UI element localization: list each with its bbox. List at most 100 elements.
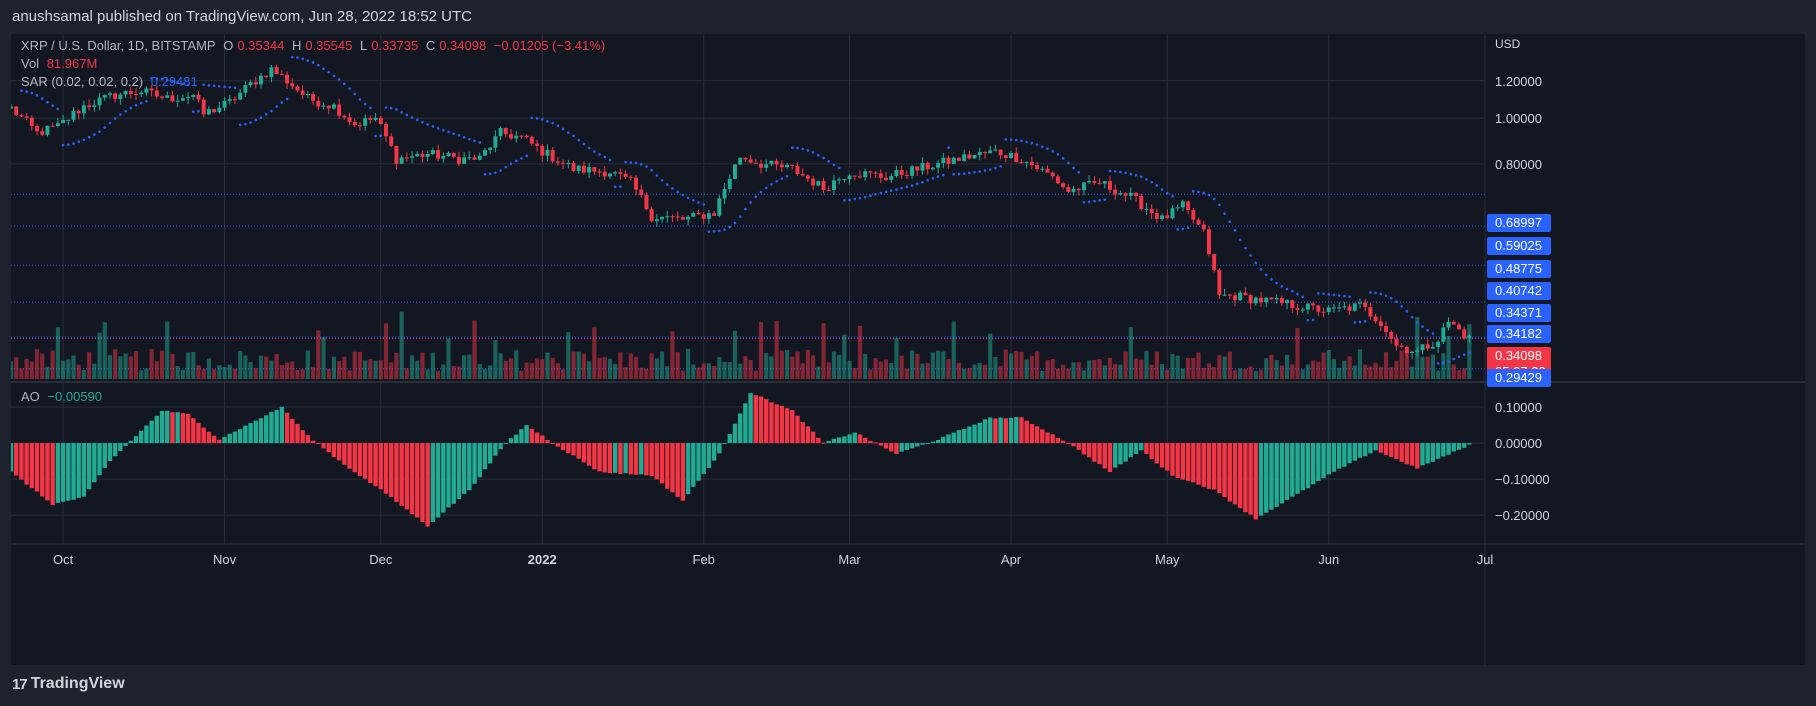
candle-body [1430, 346, 1435, 349]
volume-bar [607, 358, 613, 379]
candle [66, 119, 71, 126]
sar-dot [93, 133, 96, 136]
ao-bar [159, 410, 165, 444]
ao-bar [399, 443, 404, 506]
candle-body [1191, 209, 1196, 220]
chart-frame[interactable]: 1.20000 1.00000 0.80000 0.10000 0.00000 −0.10… [11, 34, 1805, 665]
volume-bar [1113, 364, 1118, 379]
sar-dot [202, 83, 206, 87]
ao-bar [1019, 417, 1024, 444]
sar-dot [832, 163, 836, 167]
candle-body [191, 94, 196, 97]
candle-body [238, 92, 243, 100]
ao-value: −0.00590 [47, 389, 103, 404]
ao-bar [993, 418, 998, 444]
candle [1253, 296, 1258, 306]
candle-body [180, 98, 185, 101]
candle-body [1071, 188, 1076, 192]
sar-legend: SAR (0.02, 0.02, 0.2) 0.29481 [21, 74, 202, 89]
volume-bar [55, 327, 60, 379]
candle-body [1321, 311, 1326, 313]
sar-dot [1119, 170, 1122, 174]
volume-bar [738, 363, 743, 379]
candle-body [722, 188, 727, 199]
ao-bar [863, 437, 868, 444]
ao-bar [555, 443, 561, 447]
ao-bar [170, 412, 175, 444]
candle-body [1415, 350, 1420, 352]
candle-body [71, 111, 76, 120]
ao-bar [217, 439, 222, 444]
candle [1363, 298, 1368, 312]
volume-bar [831, 351, 837, 379]
chart-canvas[interactable]: 1.20000 1.00000 0.80000 0.10000 0.00000 −0.10… [11, 34, 1805, 665]
sar-value: 0.29481 [150, 74, 198, 89]
ao-bar [1076, 443, 1081, 450]
candle [1305, 303, 1310, 315]
ao-bar [1305, 443, 1311, 489]
volume-bar [1326, 350, 1331, 379]
tag-label: 0.34371 [1495, 305, 1542, 320]
candle-body [472, 157, 477, 160]
volume-bar [1212, 367, 1217, 379]
ao-bar [701, 443, 706, 474]
candle [509, 128, 513, 141]
candle [1384, 321, 1389, 337]
sar-dot [468, 137, 471, 141]
ao-bar [243, 425, 248, 444]
time-tick-label: Jul [1477, 552, 1494, 567]
ao-bar [1066, 443, 1071, 445]
candle [1279, 295, 1284, 306]
sar-dot [749, 201, 752, 204]
volume-bar [873, 358, 878, 379]
volume-bar [696, 367, 701, 379]
sar-dot [457, 133, 461, 137]
candle [623, 170, 628, 180]
volume-bar [357, 351, 363, 379]
candle-body [967, 154, 972, 159]
sar-dot [1410, 315, 1414, 319]
sar-dot [1181, 227, 1185, 231]
volume-bar [1071, 362, 1076, 379]
volume-bar [811, 355, 816, 379]
sar-dot [1249, 254, 1252, 257]
candle [352, 118, 357, 128]
ao-bar [394, 443, 399, 502]
candle [1050, 171, 1055, 180]
ao-bar [654, 443, 660, 480]
sar-dot [702, 203, 706, 206]
candle [462, 152, 467, 165]
sar-dot [1353, 321, 1357, 324]
candle [967, 150, 972, 160]
volume-bar [1227, 351, 1232, 379]
candle [1160, 213, 1165, 221]
candle-body [92, 105, 97, 108]
volume-bar [170, 353, 175, 379]
ao-bar [1310, 443, 1316, 485]
candle [285, 71, 290, 90]
candle-body [1066, 187, 1071, 192]
candle-body [1290, 300, 1295, 309]
volume-bar [227, 364, 232, 379]
sar-dot [1384, 294, 1388, 297]
tradingview-brand[interactable]: 17 TradingView [12, 675, 125, 693]
volume-bar [264, 356, 269, 379]
sar-dot [1442, 361, 1445, 365]
candle-body [243, 85, 248, 93]
candle [743, 157, 748, 163]
ao-bar [1175, 443, 1180, 479]
ao-bar [623, 443, 628, 474]
ao-bar [1139, 443, 1144, 451]
candle [394, 145, 399, 170]
candle [1290, 299, 1295, 314]
ao-bar [404, 443, 410, 510]
volume-bar [1107, 357, 1113, 379]
volume-bar [1311, 360, 1316, 379]
sar-dot [369, 106, 372, 110]
candle [493, 130, 498, 153]
candle-body [571, 162, 576, 172]
candle [555, 156, 560, 166]
candle-body [509, 134, 513, 139]
candle [410, 151, 415, 164]
candle [1170, 204, 1175, 220]
